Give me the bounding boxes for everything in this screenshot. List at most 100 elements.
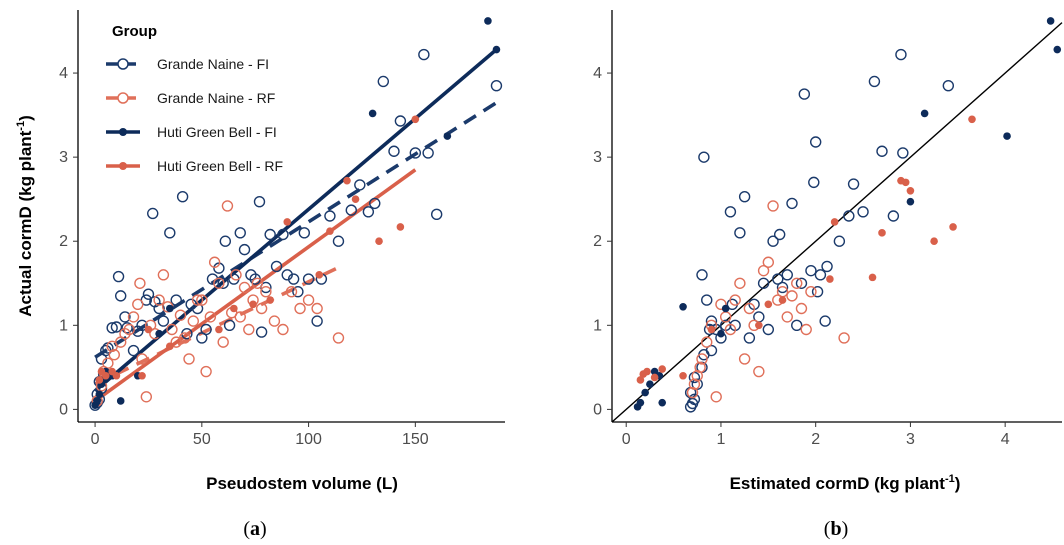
- panel-b-point: [724, 206, 737, 218]
- panel-a-point: [217, 277, 229, 289]
- panel-a-point: [102, 357, 114, 369]
- panel-a-point: [101, 371, 110, 380]
- panel-a-point: [144, 325, 153, 334]
- panel-a-fit-line: [94, 98, 502, 359]
- panel-b-point: [847, 178, 860, 190]
- panel-a-point: [311, 315, 323, 327]
- panel-a-point: [388, 145, 400, 157]
- panel-a-point: [200, 365, 212, 378]
- panel-a-point: [362, 206, 375, 218]
- panel-a-point: [219, 235, 232, 247]
- panel-b-point: [795, 277, 808, 289]
- panel-b-point: [826, 275, 834, 283]
- panel-a-point: [157, 315, 170, 327]
- panel-a-point: [157, 269, 170, 281]
- panel-a-point: [110, 321, 123, 333]
- panel-b-point: [753, 365, 765, 378]
- panel-b-x-tick-label: 3: [906, 431, 915, 448]
- panel-a-point: [490, 79, 503, 92]
- panel-b-point: [778, 296, 787, 304]
- panel-b-point: [688, 393, 701, 405]
- panel-b-point: [636, 398, 645, 407]
- panel-b-point: [800, 323, 812, 336]
- legend-entry-label: Grande Naine - FI: [157, 56, 269, 72]
- panel-b-x-tick-label: 0: [622, 431, 631, 448]
- panel-a-point: [375, 237, 383, 246]
- panel-b-point: [795, 302, 808, 315]
- panel-a-point: [106, 322, 118, 334]
- panel-a-point: [142, 288, 155, 300]
- panel-b-point: [786, 197, 798, 210]
- panel-a-point: [255, 302, 268, 315]
- panel-b-point: [808, 176, 820, 189]
- panel-a-point: [298, 227, 311, 239]
- panel-a-point: [343, 176, 351, 185]
- panel-b-point: [819, 315, 831, 327]
- panel-a-point: [345, 204, 357, 216]
- panel-b-point: [814, 269, 827, 281]
- legend-key-marker: [119, 162, 127, 170]
- panel-b-point: [757, 277, 770, 289]
- panel-a-point: [112, 371, 121, 380]
- panel-a-point: [217, 336, 229, 348]
- panel-a-point: [418, 48, 430, 61]
- panel-b-point: [949, 223, 957, 231]
- panel-b-point: [767, 200, 779, 212]
- panel-b-point: [734, 277, 746, 289]
- panel-b-point: [868, 75, 881, 88]
- legend-title: Group: [112, 23, 157, 40]
- panel-a-point: [409, 147, 422, 159]
- panel-b-point: [876, 145, 888, 157]
- panel-a-point: [213, 277, 225, 289]
- panel-b-point: [805, 264, 817, 277]
- panel-b-point: [781, 269, 793, 281]
- panel-a-point: [238, 243, 251, 256]
- panel-a-point: [166, 323, 178, 336]
- panel-a-point: [251, 277, 264, 289]
- panel-a-y-tick-label: 2: [59, 233, 68, 250]
- panel-a-point: [234, 227, 246, 239]
- panel-b-point: [646, 380, 654, 388]
- panel-b-y-tick-label: 0: [593, 401, 602, 418]
- panel-a-point: [136, 319, 148, 332]
- panel-b-point: [694, 361, 706, 374]
- panel-a-point: [153, 294, 165, 306]
- panel-b-y-tick-label: 2: [593, 233, 602, 250]
- panel-a-point: [230, 269, 242, 281]
- panel-a-point: [121, 322, 133, 334]
- panel-b-point: [767, 235, 779, 247]
- panel-a-point: [138, 371, 146, 380]
- panel-a-point: [260, 285, 272, 298]
- panel-b-point: [811, 285, 824, 298]
- panel-a-points: [89, 17, 503, 411]
- panel-b-point: [696, 269, 708, 281]
- panel-a-point: [277, 323, 289, 336]
- panel-a-y-tick-label: 0: [59, 401, 68, 418]
- panel-a-point: [215, 325, 223, 334]
- panel-b-point: [868, 273, 877, 282]
- panel-a-point: [283, 218, 292, 226]
- panel-b-point: [717, 329, 725, 338]
- panel-a-point: [164, 227, 176, 239]
- panel-b-point: [762, 256, 775, 268]
- panel-b-point: [805, 285, 817, 298]
- legend-key-marker: [117, 58, 129, 70]
- panel-a-point: [166, 342, 174, 351]
- panel-a-point: [315, 271, 324, 279]
- panel-a-point: [396, 223, 405, 231]
- panel-a-point: [484, 17, 492, 25]
- panel-a-point: [147, 207, 159, 220]
- panel-a-x-tick-label: 0: [91, 431, 100, 448]
- panel-a-point: [292, 285, 304, 298]
- legend-key-marker: [119, 128, 127, 136]
- panel-a-point: [196, 294, 208, 306]
- panel-a-x-title: Pseudostem volume (L): [206, 474, 398, 493]
- panel-b-point: [686, 386, 699, 399]
- panel-b-x-tick-label: 2: [811, 431, 820, 448]
- panel-a-point: [294, 302, 306, 315]
- panel-b-point: [897, 147, 909, 159]
- panel-b-point: [821, 260, 833, 273]
- panel-a-fit-line: [94, 168, 417, 403]
